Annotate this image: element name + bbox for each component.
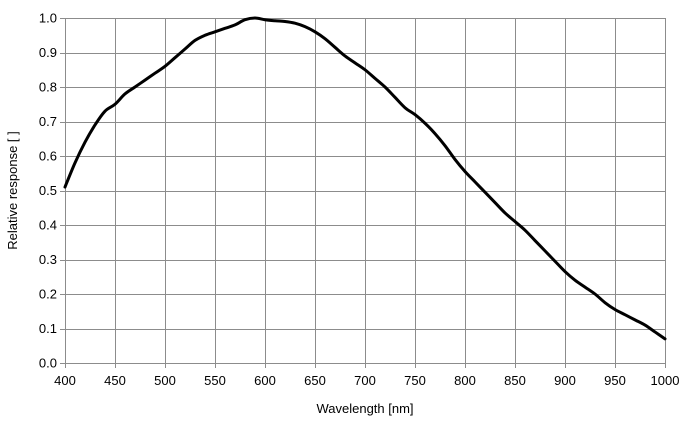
y-tick-label: 0.0 [39, 356, 57, 371]
y-tick-label: 1.0 [39, 11, 57, 26]
y-axis-title: Relative response [ ] [5, 131, 20, 250]
x-tick-label: 400 [54, 373, 76, 388]
series [63, 16, 667, 341]
y-tick-label: 0.1 [39, 321, 57, 336]
x-tick-label: 1000 [651, 373, 680, 388]
y-tick-label: 0.2 [39, 287, 57, 302]
y-tick-label: 0.6 [39, 149, 57, 164]
x-tick-label: 550 [204, 373, 226, 388]
y-tick-label: 0.8 [39, 80, 57, 95]
x-tick-label: 700 [354, 373, 376, 388]
x-axis-title: Wavelength [nm] [316, 401, 413, 416]
x-tick-label: 750 [404, 373, 426, 388]
x-tick-label: 600 [254, 373, 276, 388]
y-tick-label: 0.4 [39, 218, 57, 233]
y-tick-label: 0.7 [39, 114, 57, 129]
response-curve-line [63, 16, 667, 341]
x-tick-label: 800 [454, 373, 476, 388]
x-axis-ticks: 400 450 500 550 600 650 700 750 800 850 900 950 1000 [54, 363, 679, 388]
y-axis-ticks: 0.0 0.1 0.2 0.3 0.4 0.5 0.6 0.7 0.8 0.9 1.0 [39, 11, 65, 371]
y-tick-label: 0.5 [39, 183, 57, 198]
x-tick-label: 900 [554, 373, 576, 388]
x-tick-label: 850 [504, 373, 526, 388]
y-tick-label: 0.9 [39, 45, 57, 60]
y-tick-label: 0.3 [39, 252, 57, 267]
x-tick-label: 500 [154, 373, 176, 388]
x-tick-label: 450 [104, 373, 126, 388]
x-tick-label: 950 [604, 373, 626, 388]
x-tick-label: 650 [304, 373, 326, 388]
